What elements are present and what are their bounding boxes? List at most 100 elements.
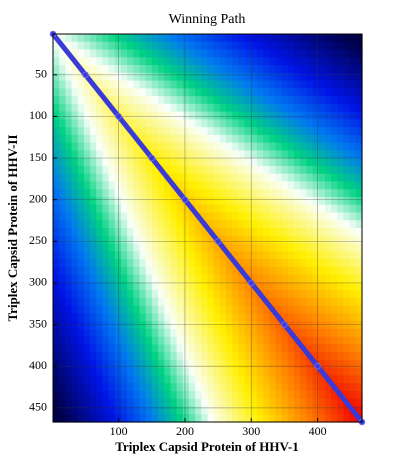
heatmap-cell <box>256 321 264 330</box>
heatmap-cell <box>287 274 295 283</box>
heatmap-cell <box>195 228 202 237</box>
heatmap-cell <box>238 34 246 43</box>
heatmap-cell <box>238 243 246 252</box>
heatmap-cell <box>53 88 60 97</box>
heatmap-cell <box>120 189 128 198</box>
heatmap-cell <box>53 142 60 151</box>
heatmap-cell <box>83 134 91 144</box>
heatmap-cell <box>120 336 128 345</box>
heatmap-cell <box>102 336 110 345</box>
heatmap-cell <box>256 134 264 144</box>
heatmap-cell <box>244 352 252 361</box>
heatmap-cell <box>164 189 172 198</box>
heatmap-cell <box>300 297 307 307</box>
heatmap-cell <box>294 127 301 136</box>
heatmap-cell <box>90 228 97 237</box>
heatmap-cell <box>120 173 128 183</box>
heatmap-cell <box>337 243 345 252</box>
heatmap-cell <box>324 196 332 206</box>
heatmap-cell <box>213 228 221 237</box>
heatmap-cell <box>108 383 116 392</box>
heatmap-cell <box>275 41 283 51</box>
heatmap-cell <box>275 383 283 392</box>
heatmap-cell <box>331 367 338 377</box>
heatmap-cell <box>343 297 351 307</box>
heatmap-cell <box>176 266 184 276</box>
plot-marks <box>49 30 366 426</box>
heatmap-cell <box>312 196 320 206</box>
heatmap-cell <box>238 235 246 245</box>
heatmap-cell <box>226 34 233 43</box>
heatmap-cell <box>201 88 209 97</box>
heatmap-cell <box>250 103 258 113</box>
heatmap-cell <box>164 181 172 190</box>
heatmap-cell <box>120 282 128 291</box>
heatmap-cell <box>59 103 66 113</box>
heatmap-cell <box>287 235 295 245</box>
heatmap-cell <box>250 274 258 283</box>
heatmap-cell <box>83 251 91 260</box>
heatmap-cell <box>213 274 221 283</box>
heatmap-cell <box>158 41 165 51</box>
heatmap-cell <box>294 189 301 198</box>
heatmap-cell <box>53 212 60 221</box>
heatmap-cell <box>337 282 345 291</box>
heatmap-cell <box>324 228 332 237</box>
grid <box>53 34 362 422</box>
heatmap-cell <box>170 336 178 345</box>
heatmap-cell <box>207 235 215 245</box>
heatmap-cell <box>349 119 357 128</box>
heatmap-cell <box>250 142 258 151</box>
heatmap-cell <box>127 57 134 66</box>
heatmap-cell <box>312 142 320 151</box>
heatmap-cell <box>331 72 338 82</box>
heatmap-cell <box>151 367 159 377</box>
heatmap-cell <box>324 72 332 82</box>
heatmap-cell <box>287 181 295 190</box>
heatmap-cell <box>139 328 147 338</box>
heatmap-cell <box>281 165 289 175</box>
heatmap-cell <box>213 328 221 338</box>
heatmap-cell <box>127 119 134 128</box>
heatmap-cell <box>281 297 289 307</box>
heatmap-cell <box>269 414 277 423</box>
heatmap-cell <box>96 390 104 400</box>
heatmap-cell <box>349 49 357 58</box>
heatmap-cell <box>151 103 159 113</box>
heatmap-cell <box>158 352 165 361</box>
heatmap-cell <box>151 235 159 245</box>
heatmap-cell <box>90 189 97 198</box>
heatmap-cell <box>59 297 66 307</box>
heatmap-cell <box>213 196 221 206</box>
heatmap-cell <box>71 305 79 314</box>
heatmap-cell <box>195 305 202 314</box>
heatmap-cell <box>349 65 357 74</box>
heatmap-cell <box>133 266 141 276</box>
heatmap-cell <box>120 406 128 415</box>
heatmap-cell <box>188 72 196 82</box>
heatmap-cell <box>133 328 141 338</box>
heatmap-cell <box>139 259 147 268</box>
heatmap-cell <box>324 204 332 214</box>
heatmap-cell <box>324 134 332 144</box>
heatmap-cell <box>114 243 122 252</box>
heatmap-cell <box>151 189 159 198</box>
heatmap-cell <box>53 290 60 299</box>
heatmap-cell <box>139 181 147 190</box>
heatmap-cell <box>188 383 196 392</box>
heatmap-cell <box>263 290 270 299</box>
heatmap-cell <box>53 204 60 214</box>
heatmap-cell <box>195 165 202 175</box>
heatmap-cell <box>83 212 91 221</box>
heatmap-cell <box>71 72 79 82</box>
heatmap-cell <box>182 173 190 183</box>
heatmap-cell <box>337 328 345 338</box>
heatmap-cell <box>83 235 91 245</box>
heatmap-cell <box>331 390 338 400</box>
heatmap-cell <box>263 321 270 330</box>
heatmap-cell <box>324 165 332 175</box>
heatmap-cell <box>306 34 314 43</box>
heatmap-cell <box>318 352 326 361</box>
heatmap-cell <box>65 189 73 198</box>
heatmap-cell <box>263 398 270 408</box>
